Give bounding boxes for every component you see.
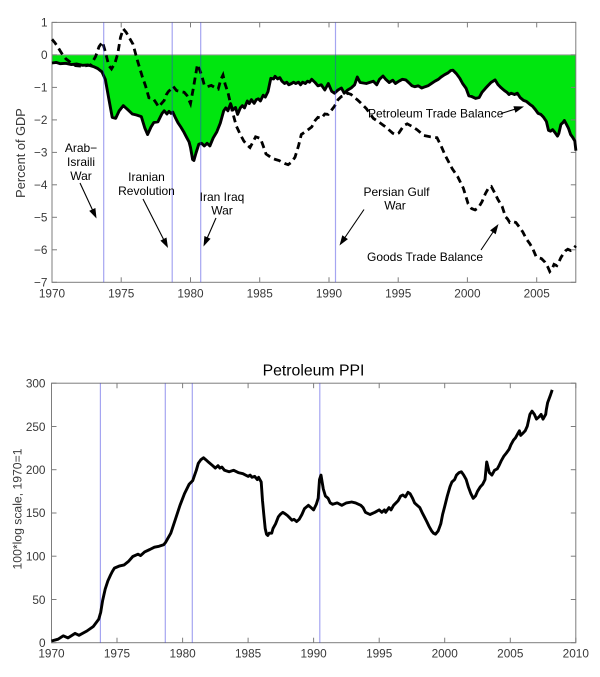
svg-text:2010: 2010 — [563, 647, 590, 661]
svg-text:War: War — [211, 204, 233, 218]
svg-text:2000: 2000 — [454, 287, 481, 301]
svg-text:Iranian: Iranian — [128, 170, 165, 184]
svg-text:Percent of GDP: Percent of GDP — [13, 108, 28, 198]
svg-text:−1: −1 — [34, 81, 47, 95]
svg-text:200: 200 — [26, 463, 46, 477]
svg-text:−7: −7 — [34, 276, 47, 290]
svg-text:1990: 1990 — [300, 647, 327, 661]
svg-text:Revolution: Revolution — [118, 184, 175, 198]
svg-text:0: 0 — [41, 48, 48, 62]
svg-text:−6: −6 — [34, 243, 48, 257]
svg-text:1995: 1995 — [366, 647, 393, 661]
svg-text:1980: 1980 — [169, 647, 196, 661]
svg-text:1995: 1995 — [385, 287, 412, 301]
svg-text:1985: 1985 — [235, 647, 262, 661]
svg-text:Iran Iraq: Iran Iraq — [200, 190, 245, 204]
svg-text:0: 0 — [39, 636, 46, 650]
svg-text:1980: 1980 — [177, 287, 204, 301]
svg-text:2005: 2005 — [524, 287, 551, 301]
svg-text:100*log scale, 1970=1: 100*log scale, 1970=1 — [11, 448, 25, 569]
svg-text:150: 150 — [26, 506, 46, 520]
svg-text:50: 50 — [32, 593, 46, 607]
svg-text:100: 100 — [26, 550, 46, 564]
svg-text:1: 1 — [41, 16, 48, 30]
svg-text:2005: 2005 — [497, 647, 524, 661]
svg-text:Petroleum Trade Balance: Petroleum Trade Balance — [368, 107, 504, 121]
svg-text:Israili: Israili — [67, 155, 95, 169]
svg-text:−5: −5 — [34, 211, 48, 225]
svg-text:250: 250 — [26, 420, 46, 434]
svg-text:1985: 1985 — [247, 287, 274, 301]
svg-text:Goods Trade Balance: Goods Trade Balance — [367, 250, 483, 264]
svg-text:2000: 2000 — [432, 647, 459, 661]
svg-text:1970: 1970 — [38, 647, 65, 661]
svg-text:−2: −2 — [34, 113, 47, 127]
svg-text:Persian Gulf: Persian Gulf — [363, 185, 430, 199]
svg-text:1975: 1975 — [104, 647, 131, 661]
svg-text:−3: −3 — [34, 146, 48, 160]
svg-text:War: War — [70, 169, 92, 183]
svg-text:War: War — [384, 199, 406, 213]
svg-text:−4: −4 — [34, 178, 48, 192]
svg-text:1970: 1970 — [39, 287, 66, 301]
svg-text:1990: 1990 — [316, 287, 343, 301]
svg-text:Petroleum PPI: Petroleum PPI — [263, 363, 365, 380]
svg-text:Arab−: Arab− — [65, 141, 97, 155]
svg-text:1975: 1975 — [108, 287, 135, 301]
svg-text:300: 300 — [26, 377, 46, 391]
